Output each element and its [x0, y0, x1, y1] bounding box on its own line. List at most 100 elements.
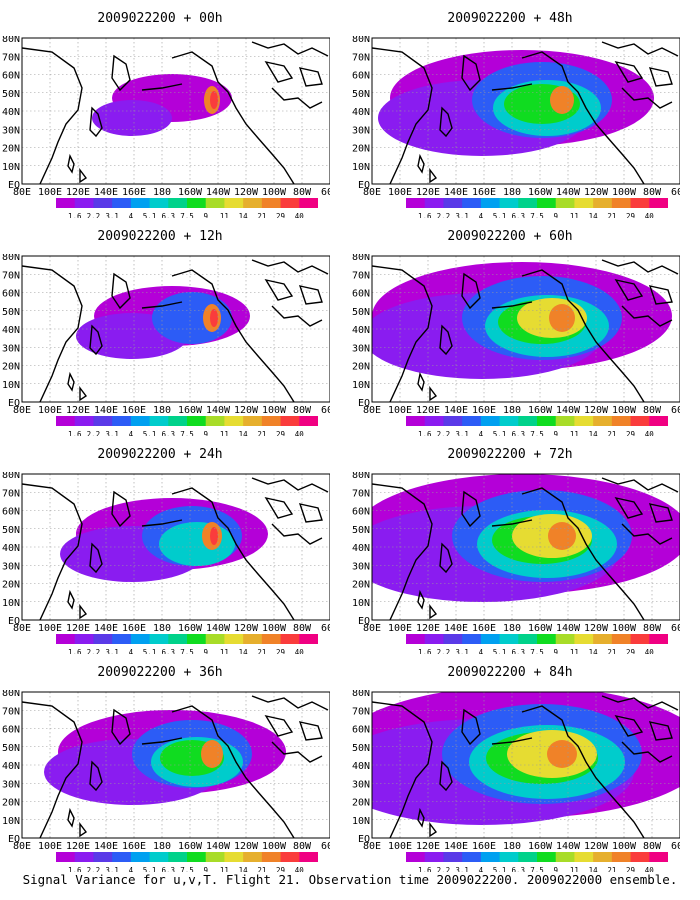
latitude-label: 40N [352, 107, 370, 118]
coastline [141, 737, 183, 745]
colorbar-swatch [261, 416, 282, 426]
latitude-label: 60N [352, 71, 370, 82]
coastline [439, 542, 453, 574]
colorbar-swatch [611, 416, 632, 426]
colorbar-label: 3.1 [455, 866, 469, 872]
longitude-label: 120E [416, 841, 440, 850]
coastline [601, 695, 679, 711]
latitude-label: 20N [2, 798, 20, 809]
colorbar-swatch [243, 198, 263, 208]
latitude-label: 30N [352, 125, 370, 136]
latitude-label: 80N [352, 690, 370, 699]
colorbar-swatch [630, 634, 650, 644]
colorbar-label: 29 [626, 648, 635, 654]
coastline [141, 83, 183, 91]
colorbar-label: 2.2 [87, 648, 101, 654]
colorbar-label: 7.5 [530, 212, 544, 218]
coastline [601, 477, 679, 493]
colorbar-label: 21 [257, 866, 266, 872]
coastline [461, 708, 481, 746]
longitude-label: 160E [472, 405, 496, 414]
colorbar-label: 29 [276, 212, 285, 218]
colorbar-swatch [537, 198, 557, 208]
colorbar: 1.6 2.2 3.1 4 5.1 6.3 7.5 9 11 14 21 29 40 [406, 852, 668, 872]
colorbar: 1.6 2.2 3.1 4 5.1 6.3 7.5 9 11 14 21 29 40 [406, 416, 668, 436]
colorbar-swatch [93, 852, 113, 862]
colorbar-label: 9 [553, 430, 558, 436]
colorbar-swatch [480, 852, 501, 862]
longitude-label: 100E [38, 841, 62, 850]
colorbar-swatch [205, 634, 225, 644]
colorbar-swatch [224, 634, 244, 644]
map-panel: 2009022200 + 48h 80N 70N 60N 50N 40N 30N 20N 10N… [350, 8, 680, 228]
longitude-label: 180 [503, 405, 521, 414]
colorbar-swatch [499, 634, 519, 644]
longitude-label: 100W [612, 405, 637, 414]
colorbar-label: 40 [645, 430, 655, 436]
latitude-label: 50N [2, 525, 20, 536]
longitude-label: 140E [94, 623, 118, 632]
colorbar-label: 29 [276, 866, 285, 872]
longitude-label: 140W [206, 405, 231, 414]
coastline [251, 259, 329, 275]
coastline [171, 705, 295, 838]
colorbar-swatch [205, 416, 225, 426]
coastline [22, 483, 83, 620]
coastline [372, 47, 433, 184]
latitude-label: 60N [352, 289, 370, 300]
colorbar-swatch [406, 852, 426, 862]
colorbar-label: 7.5 [180, 648, 194, 654]
colorbar-swatch [224, 852, 244, 862]
colorbar-label: 5.1 [493, 212, 507, 218]
colorbar-label: 2.2 [437, 430, 451, 436]
longitude-label: 80W [293, 187, 312, 196]
coastline [521, 51, 645, 184]
longitude-label: 100W [612, 187, 637, 196]
longitude-label: 160W [528, 623, 553, 632]
colorbar-swatch [499, 198, 519, 208]
colorbar-swatch [649, 198, 668, 208]
longitude-label: 140E [94, 841, 118, 850]
colorbar-swatch [149, 634, 169, 644]
latitude-label: 40N [2, 107, 20, 118]
longitude-label: 80E [363, 405, 381, 414]
colorbar-label: 1.6 [68, 430, 82, 436]
longitude-label: 160W [528, 841, 553, 850]
longitude-label: 80E [363, 623, 381, 632]
colorbar-label: 3.1 [455, 212, 469, 218]
longitude-label: 80E [363, 187, 381, 196]
colorbar-label: 40 [645, 866, 655, 872]
colorbar-swatch [224, 198, 244, 208]
longitude-label: 60W [671, 623, 680, 632]
latitude-label: 70N [2, 488, 20, 499]
colorbar-swatch [424, 198, 444, 208]
latitude-label: 10N [2, 162, 20, 173]
colorbar-label: 21 [607, 430, 616, 436]
coastline [621, 87, 673, 109]
longitude-label: 80E [13, 841, 31, 850]
longitude-label: 80W [293, 623, 312, 632]
colorbar-swatch [74, 416, 94, 426]
colorbar-label: 3.1 [105, 648, 119, 654]
colorbar-label: 29 [626, 430, 635, 436]
panel-title: 2009022200 + 12h [97, 229, 223, 244]
longitude-label: 100W [262, 405, 287, 414]
longitude-label: 120E [416, 623, 440, 632]
latitude-label: 50N [2, 307, 20, 318]
longitude-label: 120E [66, 623, 90, 632]
colorbar-swatch [280, 852, 300, 862]
longitude-label: 120W [234, 405, 259, 414]
colorbar-swatch [574, 852, 594, 862]
coastline [491, 83, 533, 91]
latitude-label: 60N [2, 725, 20, 736]
longitude-label: 120E [416, 187, 440, 196]
latitude-label: 70N [352, 52, 370, 63]
colorbar-swatch [443, 634, 463, 644]
longitude-label: 100W [262, 623, 287, 632]
longitude-label: 60W [321, 405, 330, 414]
colorbar-swatch [299, 416, 318, 426]
colorbar-label: 1.6 [418, 866, 432, 872]
latitude-label: 80N [352, 254, 370, 263]
colorbar-swatch [280, 198, 300, 208]
